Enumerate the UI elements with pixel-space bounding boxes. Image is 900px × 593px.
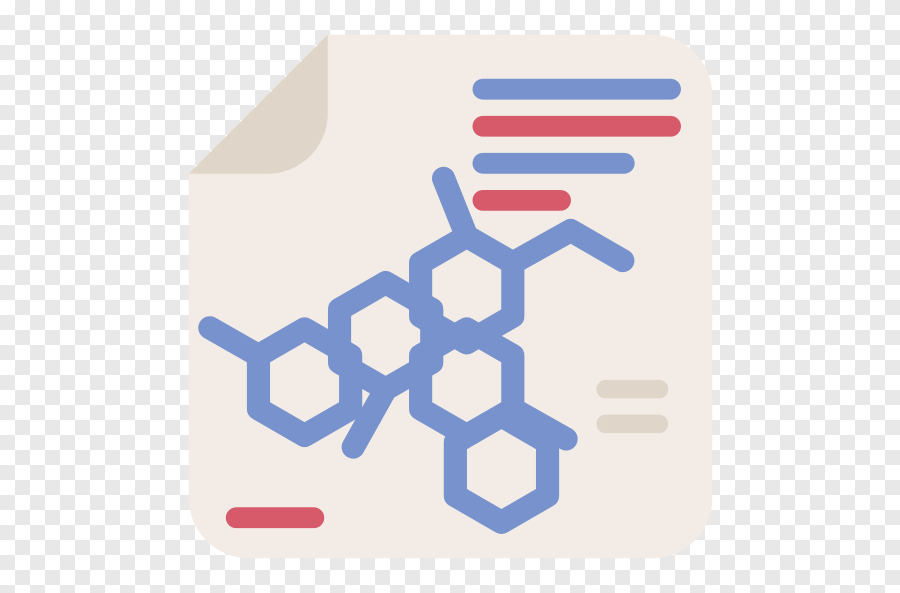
side-line-0 [596,380,668,399]
header-line-3 [472,190,570,211]
header-line-1 [472,116,680,137]
header-line-2 [472,153,634,174]
side-line-1 [596,415,668,434]
document-fold [188,35,327,174]
chemistry-document-svg [154,0,747,593]
header-line-0 [472,79,680,100]
chemistry-document-icon [154,0,747,593]
footer-line [225,507,323,528]
